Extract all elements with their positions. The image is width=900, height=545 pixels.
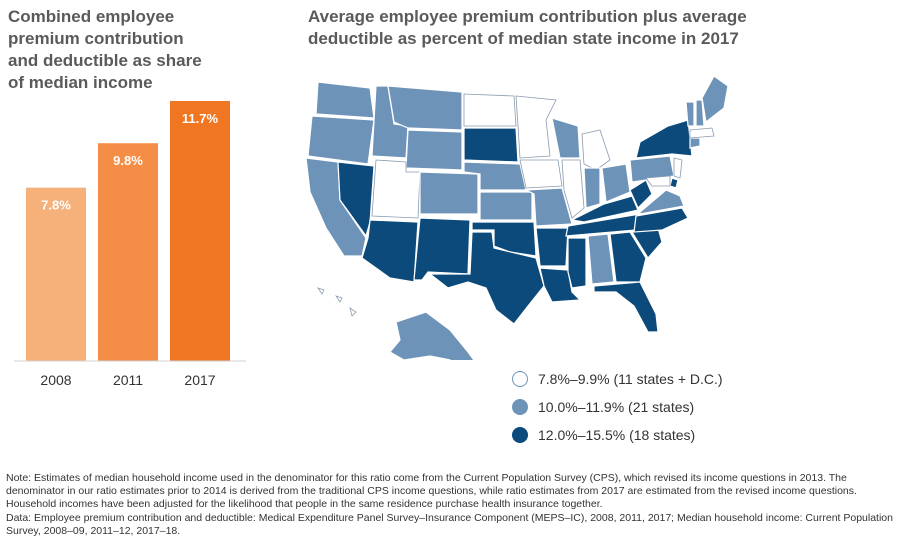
legend-label-high: 12.0%–15.5% (18 states) xyxy=(538,427,696,443)
state-michigan xyxy=(581,129,611,171)
state-minnesota xyxy=(515,95,557,159)
state-wyoming xyxy=(405,129,463,171)
state-ohio xyxy=(601,163,631,203)
note-text: Note: Estimates of median household inco… xyxy=(6,472,857,510)
legend-swatch-mid xyxy=(512,399,528,415)
footnotes: Note: Estimates of median household inco… xyxy=(6,472,894,539)
bar-chart: 7.8% 2008 9.8% 2011 11.7% 2017 xyxy=(14,101,246,388)
x-tick-label: 2008 xyxy=(40,372,71,388)
state-new-hampshire xyxy=(695,99,705,127)
state-new-jersey xyxy=(673,157,683,179)
bar-chart-title: Combined employee premium contribution a… xyxy=(8,7,202,92)
legend-swatch-high xyxy=(512,427,528,443)
state-georgia xyxy=(609,231,647,283)
state-alaska xyxy=(389,311,475,360)
bar-value-label: 11.7% xyxy=(182,111,219,126)
map-title: Average employee premium contribution pl… xyxy=(308,7,747,48)
state-vermont xyxy=(685,101,695,127)
legend-swatch-low xyxy=(512,371,528,387)
state-indiana xyxy=(583,167,601,209)
state-hawaii xyxy=(317,287,357,317)
state-maryland xyxy=(645,175,671,187)
state-arkansas xyxy=(535,227,569,267)
state-wisconsin xyxy=(551,117,581,159)
state-montana xyxy=(387,85,463,131)
legend-item-high: 12.0%–15.5% (18 states) xyxy=(512,422,723,448)
state-connecticut xyxy=(689,137,701,149)
data-source-text: Data: Employee premium contribution and … xyxy=(6,512,893,537)
state-new-mexico xyxy=(413,217,471,281)
state-missouri xyxy=(523,187,573,227)
state-virginia xyxy=(639,189,685,215)
state-south-dakota xyxy=(463,127,519,163)
bar-value-label: 7.8% xyxy=(41,198,71,213)
state-delaware xyxy=(669,177,679,189)
state-nevada xyxy=(337,161,375,238)
state-maine xyxy=(701,75,729,124)
map-legend: 7.8%–9.9% (11 states + D.C.) 10.0%–11.9%… xyxy=(512,366,723,450)
state-oregon xyxy=(307,115,375,165)
state-colorado xyxy=(419,171,479,215)
state-illinois xyxy=(561,159,585,219)
bar-2008 xyxy=(26,187,86,361)
legend-item-low: 7.8%–9.9% (11 states + D.C.) xyxy=(512,366,723,392)
state-oklahoma xyxy=(471,221,537,257)
legend-label-mid: 10.0%–11.9% (21 states) xyxy=(538,399,695,415)
state-nebraska xyxy=(463,161,527,191)
legend-label-low: 7.8%–9.9% (11 states + D.C.) xyxy=(538,371,723,387)
state-washington xyxy=(315,81,375,119)
state-north-carolina xyxy=(633,207,689,233)
state-kansas xyxy=(479,191,533,221)
state-mississippi xyxy=(567,237,587,289)
state-alabama xyxy=(587,233,615,285)
bar-2017 xyxy=(170,101,230,361)
bar-value-label: 9.8% xyxy=(113,153,143,168)
us-choropleth-map xyxy=(305,75,729,360)
state-new-york xyxy=(635,119,693,159)
state-north-dakota xyxy=(463,93,517,127)
state-florida xyxy=(593,281,659,333)
x-tick-label: 2017 xyxy=(184,372,215,388)
state-massachusetts xyxy=(689,127,715,139)
x-tick-label: 2011 xyxy=(113,372,143,388)
state-west-virginia xyxy=(629,179,653,210)
state-iowa xyxy=(519,159,563,189)
legend-item-mid: 10.0%–11.9% (21 states) xyxy=(512,394,723,420)
state-arizona xyxy=(361,219,419,283)
state-kentucky xyxy=(570,195,639,223)
bar-2011 xyxy=(98,143,158,361)
state-texas xyxy=(428,231,545,325)
